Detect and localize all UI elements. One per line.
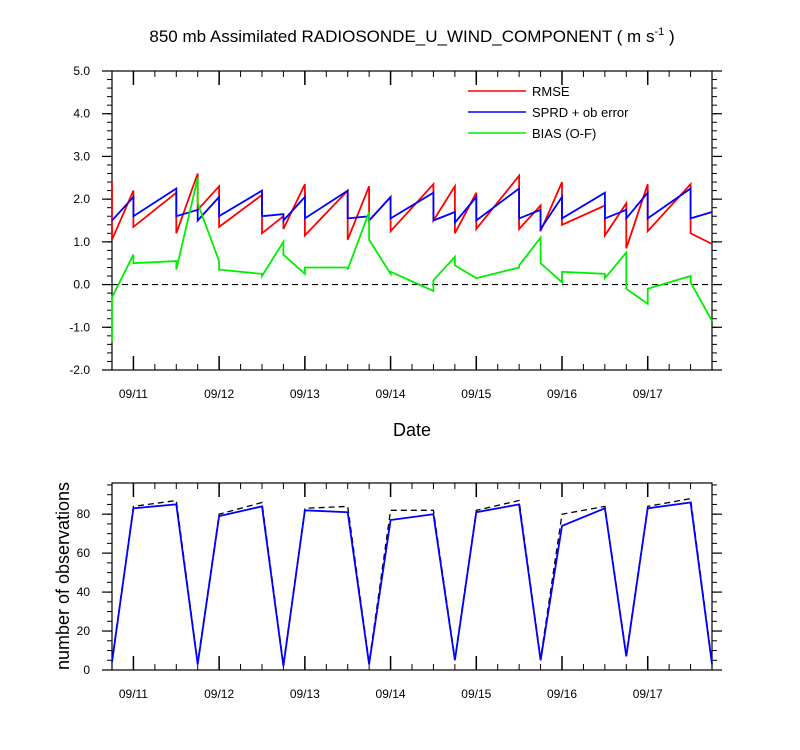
top-y-tick-label: 1.0 xyxy=(73,235,90,249)
top-y-tick-label: 5.0 xyxy=(73,64,90,78)
top-x-tick-label: 09/13 xyxy=(290,387,320,401)
top-x-tick-label: 09/11 xyxy=(119,387,148,401)
top-plot-area: 09/11 09/12 09/13 09/14 09/15 09/16 09/17 -2.0 -… xyxy=(69,64,722,401)
bottom-series-observations-used xyxy=(111,501,713,667)
legend: RMSE SPRD + ob error BIAS (O-F) xyxy=(468,84,629,141)
chart-title: 850 mb Assimilated RADIOSONDE_U_WIND_COM… xyxy=(149,26,674,46)
legend-bias-label: BIAS (O-F) xyxy=(532,126,596,141)
bottom-x-tick-label: 09/14 xyxy=(376,687,406,701)
bottom-x-tick-label: 09/12 xyxy=(204,687,234,701)
bottom-y-tick-label: 60 xyxy=(77,546,91,560)
x-axis-title: Date xyxy=(393,420,431,440)
top-y-tick-label: 3.0 xyxy=(73,149,90,163)
top-x-tick-label: 09/17 xyxy=(633,387,663,401)
bottom-y-tick-label: 40 xyxy=(77,585,91,599)
legend-rmse-label: RMSE xyxy=(532,84,570,99)
top-y-tick-label: 2.0 xyxy=(73,192,90,206)
bottom-x-tick-label: 09/15 xyxy=(461,687,491,701)
bottom-x-tick-label: 09/11 xyxy=(119,687,148,701)
top-x-tick-label: 09/15 xyxy=(461,387,491,401)
legend-sprd-label: SPRD + ob error xyxy=(532,105,629,120)
top-y-tick-label: -1.0 xyxy=(69,320,90,334)
bottom-plot-area: 09/11 09/12 09/13 09/14 09/15 09/16 09/17 0 20 40… xyxy=(77,482,722,701)
bottom-plot-frame xyxy=(111,482,713,671)
bottom-series-observations-possible xyxy=(111,497,713,665)
bottom-x-tick-label: 09/17 xyxy=(633,687,663,701)
bottom-y-tick-label: 0 xyxy=(83,663,90,677)
bottom-x-tick-label: 09/16 xyxy=(547,687,577,701)
top-x-tick-label: 09/16 xyxy=(547,387,577,401)
top-series-bias-o-f xyxy=(111,177,713,343)
bottom-y-tick-label: 80 xyxy=(77,507,91,521)
y-axis-title-observations: number of observations xyxy=(53,482,73,670)
top-y-tick-label: 0.0 xyxy=(73,278,90,292)
top-y-tick-label: 4.0 xyxy=(73,107,90,121)
top-y-tick-label: -2.0 xyxy=(69,363,90,377)
bottom-y-tick-label: 20 xyxy=(77,624,91,638)
top-x-tick-label: 09/14 xyxy=(376,387,406,401)
top-series-sprd-ob-error xyxy=(111,186,713,232)
top-x-tick-label: 09/12 xyxy=(204,387,234,401)
bottom-x-tick-label: 09/13 xyxy=(290,687,320,701)
